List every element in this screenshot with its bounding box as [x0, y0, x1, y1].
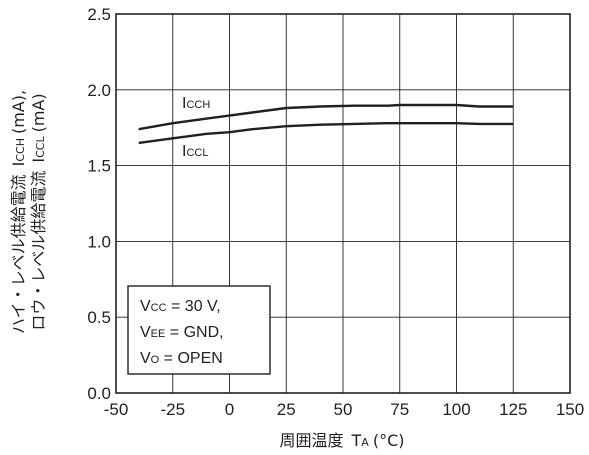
condition-vcc: VCC = 30 V,: [140, 298, 221, 315]
x-axis-title: 周囲温度 TA (°C): [280, 431, 405, 450]
condition-vo: VO = OPEN: [140, 350, 223, 367]
y-tick-label: 2.0: [87, 81, 111, 100]
y-tick-label: 1.0: [87, 232, 111, 251]
series-lines: [138, 103, 514, 145]
x-tick-label: 150: [556, 400, 584, 419]
y-tick-label: 0.5: [87, 308, 111, 327]
x-tick-label: -25: [160, 400, 185, 419]
plot-frame: [115, 13, 571, 394]
series-line-iccl: [138, 121, 514, 145]
y-tick-label: 2.5: [87, 5, 111, 24]
series-label-icch: ICCH: [182, 95, 210, 112]
x-tick-label: -50: [104, 400, 129, 419]
condition-vee: VEE = GND,: [140, 324, 224, 341]
x-tick-label: 0: [225, 400, 234, 419]
grid-lines: [116, 14, 570, 393]
x-tick-label: 50: [334, 400, 353, 419]
series-line-icch: [138, 103, 514, 131]
y-axis-title-line2: ロウ・レベル供給電流ICCL(mA): [29, 93, 48, 330]
y-tick-label: 1.5: [87, 157, 111, 176]
y-axis-title-line1: ハイ・レベル供給電流ICCH(mA),: [9, 90, 28, 334]
conditions-box: VCC = 30 V, VEE = GND, VO = OPEN: [127, 285, 271, 375]
x-axis-ticks: -50 -25 0 25 50 75 100 125 150: [104, 400, 584, 419]
x-tick-label: 75: [390, 400, 409, 419]
x-tick-label: 25: [277, 400, 296, 419]
series-label-iccl: ICCL: [182, 143, 208, 160]
x-tick-label: 125: [499, 400, 527, 419]
y-tick-label: 0.0: [87, 384, 111, 403]
y-axis-ticks: 0.0 0.5 1.0 1.5 2.0 2.5: [87, 5, 111, 403]
x-tick-label: 100: [442, 400, 470, 419]
